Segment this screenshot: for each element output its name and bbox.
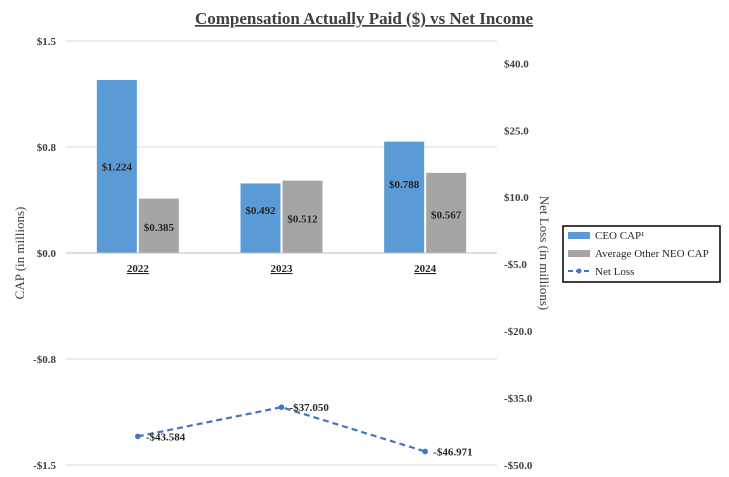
net-loss-series: -$43.584 -$37.050 -$46.971 <box>135 402 473 458</box>
y2-tick-label: -$50.0 <box>504 460 533 472</box>
legend-marker-net-loss <box>576 268 582 274</box>
y2-tick-label: -$5.0 <box>504 259 527 271</box>
net-loss-point <box>422 448 428 455</box>
bar-data-label: $0.385 <box>144 222 175 234</box>
x-tick-label: 2024 <box>414 263 437 275</box>
net-loss-point <box>278 404 285 411</box>
legend-label-ceo-cap: CEO CAP¹ <box>595 230 644 242</box>
net-loss-data-label: -$37.050 <box>290 402 330 414</box>
x-tick-label: 2022 <box>127 263 150 275</box>
net-loss-data-label: -$43.584 <box>146 431 186 443</box>
y2-tick-label: $10.0 <box>504 192 529 204</box>
y-tick-label: $1.5 <box>37 36 57 48</box>
net-loss-line <box>137 406 426 453</box>
y-tick-label: $0.8 <box>37 142 57 154</box>
y2-tick-label: -$20.0 <box>504 326 533 338</box>
legend-label-neo-cap: Average Other NEO CAP <box>595 248 709 260</box>
legend: CEO CAP¹ Average Other NEO CAP Net Loss <box>562 225 721 283</box>
bar-ceo-cap <box>240 183 281 253</box>
y2-tick-label: -$35.0 <box>504 393 533 405</box>
net-loss-point <box>135 433 141 440</box>
bar-data-label: $0.788 <box>389 179 420 191</box>
chart-title: Compensation Actually Paid ($) vs Net In… <box>195 9 534 28</box>
bar-data-label: $0.567 <box>431 210 462 222</box>
bar-neo-cap <box>426 172 467 253</box>
bar-data-label: $1.224 <box>102 162 133 174</box>
y2-axis-title: Net Loss (in millions) <box>537 196 552 310</box>
bar-neo-cap <box>138 198 179 253</box>
y-tick-label: -$0.8 <box>33 354 56 366</box>
axes: $1.5 $0.8 $0.0 -$0.8 -$1.5 $40.0 $25.0 $10.0 -$5… <box>33 36 533 472</box>
bar-data-label: $0.512 <box>287 213 318 225</box>
y2-tick-label: $40.0 <box>504 58 529 70</box>
bar-ceo-cap <box>384 141 425 253</box>
bar-data-label: $0.492 <box>245 205 276 217</box>
y2-tick-label: $25.0 <box>504 125 529 137</box>
y-tick-label: -$1.5 <box>33 460 56 472</box>
gridlines <box>66 40 497 466</box>
bar-neo-cap <box>282 180 323 253</box>
legend-label-net-loss: Net Loss <box>595 266 634 278</box>
y-axis-title: CAP (in millions) <box>12 207 27 300</box>
net-loss-data-label: -$46.971 <box>433 446 472 458</box>
bars: $1.224 $0.385 $0.492 $0.512 $0.788 $0.567 <box>96 80 467 254</box>
y-tick-label: $0.0 <box>37 248 57 260</box>
legend-swatch-ceo-cap <box>568 232 590 239</box>
bar-ceo-cap <box>96 80 137 254</box>
x-tick-label: 2023 <box>271 263 294 275</box>
legend-swatch-neo-cap <box>568 250 590 257</box>
